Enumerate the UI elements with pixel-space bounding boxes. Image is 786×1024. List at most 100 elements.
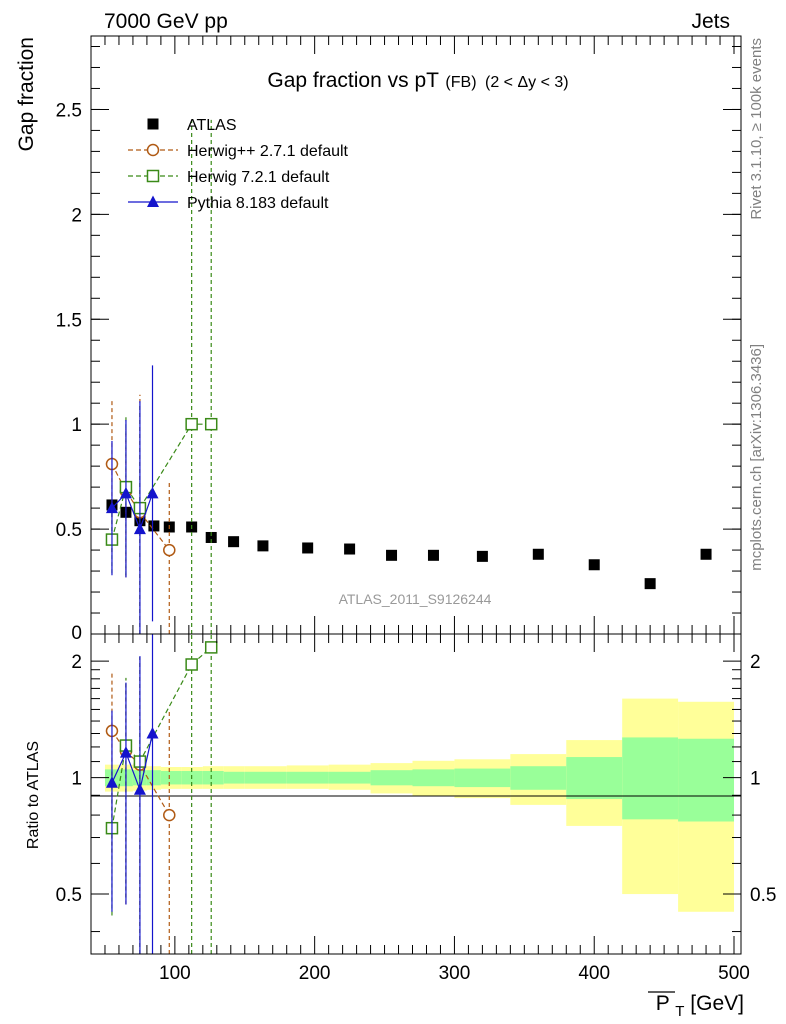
herwigpp-point <box>163 543 176 557</box>
atlas-series <box>106 499 712 590</box>
pythia-line <box>111 492 154 531</box>
ratio-y-tick-label-right: 0.5 <box>750 885 776 906</box>
pythia-point <box>119 486 132 499</box>
ratio-inner-band <box>412 769 455 787</box>
ratio-frame <box>90 633 742 955</box>
ratio-herwig7-line <box>111 646 212 829</box>
main-title-text: Gap fraction vs pT <box>267 69 439 92</box>
herwig7-point <box>204 417 218 431</box>
x-tick-label: 300 <box>439 963 471 984</box>
legend-label: Herwig 7.2.1 default <box>187 169 330 186</box>
main-y-tick-label: 1 <box>71 415 82 436</box>
ratio-y-axis-label: Ratio to ATLAS <box>25 741 42 849</box>
x-tick-label: 100 <box>159 963 191 984</box>
ratio-inner-band <box>244 771 287 784</box>
ratio-inner-band <box>146 770 161 786</box>
main-series-layer <box>105 119 712 634</box>
ratio-herwig7-point <box>204 641 218 654</box>
atlas-point <box>302 542 314 554</box>
ratio-y-tick-label-left: 0.5 <box>56 885 82 906</box>
x-tick-label: 200 <box>299 963 331 984</box>
ratio-inner-band <box>328 771 371 784</box>
legend-marker <box>146 143 160 157</box>
main-y-tick-label: 2.5 <box>56 100 82 121</box>
ratio-herwig7-point <box>185 658 198 671</box>
ratio-inner-band <box>678 738 735 822</box>
x-axis-label: P T [GeV] <box>656 992 744 1021</box>
legend-marker <box>147 118 159 130</box>
ratio-herwigpp-line <box>111 730 170 816</box>
header-right-label: Jets <box>691 10 730 33</box>
atlas-point <box>386 549 398 561</box>
ratio-pythia-series <box>105 634 159 954</box>
legend: ATLAS Herwig++ 2.7.1 default Herwig 7.2.1 … <box>128 117 349 212</box>
legend-marker <box>146 169 160 183</box>
ratio-herwigpp-point <box>163 808 176 822</box>
ratio-pythia-point <box>105 776 118 788</box>
ratio-inner-band <box>510 766 567 790</box>
atlas-point <box>228 536 240 548</box>
ratio-pythia-line <box>111 733 154 792</box>
main-title-suffix: (FB) <box>445 74 476 91</box>
herwig7-point <box>185 417 198 431</box>
ratio-herwig7-series <box>105 634 218 954</box>
atlas-point <box>588 559 600 571</box>
analysis-tag: ATLAS_2011_S9126244 <box>339 591 492 607</box>
atlas-point <box>344 543 356 555</box>
main-ticks: 0.5 1 1.5 2 2.5 0 <box>56 36 741 644</box>
ratio-inner-band <box>160 770 182 785</box>
main-title-range: (2 < Δy < 3) <box>485 74 569 91</box>
ratio-inner-band <box>454 768 511 788</box>
main-title: Gap fraction vs pT (FB) (2 < Δy < 3) <box>267 69 568 92</box>
ratio-y-tick-label-left: 2 <box>71 652 82 673</box>
x-tick-label: 400 <box>578 963 610 984</box>
x-axis-label-sub: T <box>675 1003 684 1020</box>
main-y-tick-label-zero: 0 <box>71 623 82 644</box>
atlas-point <box>644 578 656 590</box>
x-axis-label-main: P <box>656 992 670 1015</box>
ratio-inner-band <box>566 757 623 800</box>
ratio-inner-band <box>370 770 413 786</box>
atlas-point <box>476 550 488 562</box>
ratio-ticks: 0.5 0.5 1 1 2 2 100 200 300 400 500 <box>56 634 776 984</box>
ratio-pythia-point <box>133 783 146 795</box>
ratio-y-tick-label-left: 1 <box>71 769 82 790</box>
atlas-point <box>205 531 217 543</box>
ratio-y-tick-label-right: 2 <box>750 652 761 673</box>
atlas-point <box>700 548 712 560</box>
ratio-pythia-point <box>119 746 132 758</box>
legend-marker <box>147 195 159 207</box>
pythia-point <box>146 486 159 499</box>
herwigpp-line <box>111 463 170 551</box>
atlas-point <box>532 548 544 560</box>
pythia-point <box>133 522 146 535</box>
ratio-herwigpp-series <box>105 656 176 954</box>
ratio-inner-band <box>202 770 224 785</box>
main-y-tick-label: 2 <box>71 205 82 226</box>
atlas-point <box>148 520 160 532</box>
ratio-band-layer <box>104 698 735 912</box>
ratio-inner-band <box>223 771 245 784</box>
ratio-pythia-point <box>146 726 159 739</box>
ratio-panel: 0.5 0.5 1 1 2 2 100 200 300 400 500 Ratio to ATLAS… <box>25 633 776 1021</box>
rivet-version-label: Rivet 3.1.10, ≥ 100k events <box>748 38 765 220</box>
legend-label: Herwig++ 2.7.1 default <box>187 143 349 160</box>
x-tick-label: 500 <box>718 963 750 984</box>
herwig7-line <box>111 423 212 540</box>
ratio-y-tick-label-right: 1 <box>750 769 761 790</box>
legend-label: ATLAS <box>187 117 237 134</box>
ratio-inner-band <box>181 770 203 785</box>
pythia-point <box>105 501 118 514</box>
mcplots-label: mcplots.cern.ch [arXiv:1306.3436] <box>748 344 765 571</box>
herwigpp-series <box>105 394 176 634</box>
legend-label: Pythia 8.183 default <box>187 195 329 212</box>
header-left-label: 7000 GeV pp <box>104 10 228 33</box>
ratio-inner-band <box>622 737 679 820</box>
atlas-point <box>427 549 439 561</box>
main-y-tick-label: 1.5 <box>56 310 82 331</box>
x-axis-label-unit: [GeV] <box>690 992 744 1015</box>
ratio-series-layer <box>105 634 218 954</box>
main-y-axis-label: Gap fraction <box>15 37 38 151</box>
main-panel: 0.5 1 1.5 2 2.5 0 Gap fraction vs pT (FB) (2 … <box>15 35 742 644</box>
